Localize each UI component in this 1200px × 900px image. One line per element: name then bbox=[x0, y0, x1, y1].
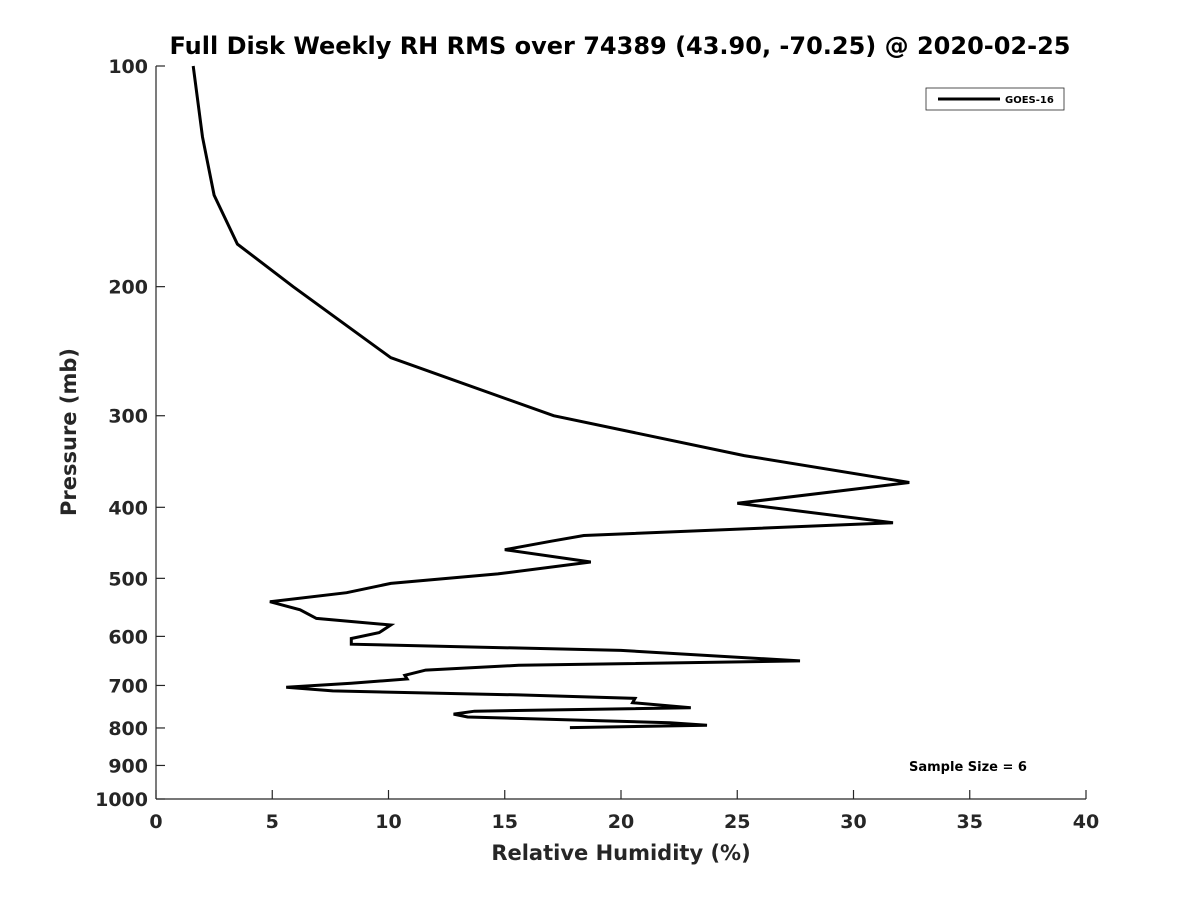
series-layer bbox=[191, 65, 910, 730]
legend: GOES-16 bbox=[925, 87, 1065, 111]
x-ticks: 0 5 10 15 20 25 30 35 40 bbox=[149, 790, 1099, 833]
y-tick-label: 900 bbox=[108, 755, 148, 777]
y-ticks: 100 200 300 400 500 600 700 800 900 1000 bbox=[95, 56, 165, 811]
y-tick-label: 100 bbox=[108, 56, 148, 78]
x-axis-label: Relative Humidity (%) bbox=[491, 841, 750, 865]
y-axis-label: Pressure (mb) bbox=[57, 348, 81, 516]
x-tick-label: 35 bbox=[957, 811, 983, 833]
y-tick-label: 800 bbox=[108, 718, 148, 740]
y-tick-label: 500 bbox=[108, 568, 148, 590]
sample-size-annotation: Sample Size = 6 bbox=[909, 760, 1027, 775]
y-tick-label: 600 bbox=[108, 626, 148, 648]
x-tick-label: 15 bbox=[492, 811, 518, 833]
legend-label-goes-16: GOES-16 bbox=[1005, 95, 1054, 106]
x-tick-label: 40 bbox=[1073, 811, 1099, 833]
x-tick-label: 10 bbox=[375, 811, 401, 833]
x-tick-label: 30 bbox=[840, 811, 866, 833]
series-line-goes-16 bbox=[191, 65, 910, 730]
x-tick-label: 20 bbox=[608, 811, 634, 833]
y-tick-label: 400 bbox=[108, 497, 148, 519]
chart-title: Full Disk Weekly RH RMS over 74389 (43.9… bbox=[169, 32, 1070, 60]
x-tick-label: 5 bbox=[266, 811, 279, 833]
y-tick-label: 700 bbox=[108, 675, 148, 697]
y-tick-label: 1000 bbox=[95, 789, 148, 811]
y-tick-label: 300 bbox=[108, 406, 148, 428]
x-tick-label: 25 bbox=[724, 811, 750, 833]
x-tick-label: 0 bbox=[149, 811, 162, 833]
y-tick-label: 200 bbox=[108, 277, 148, 299]
